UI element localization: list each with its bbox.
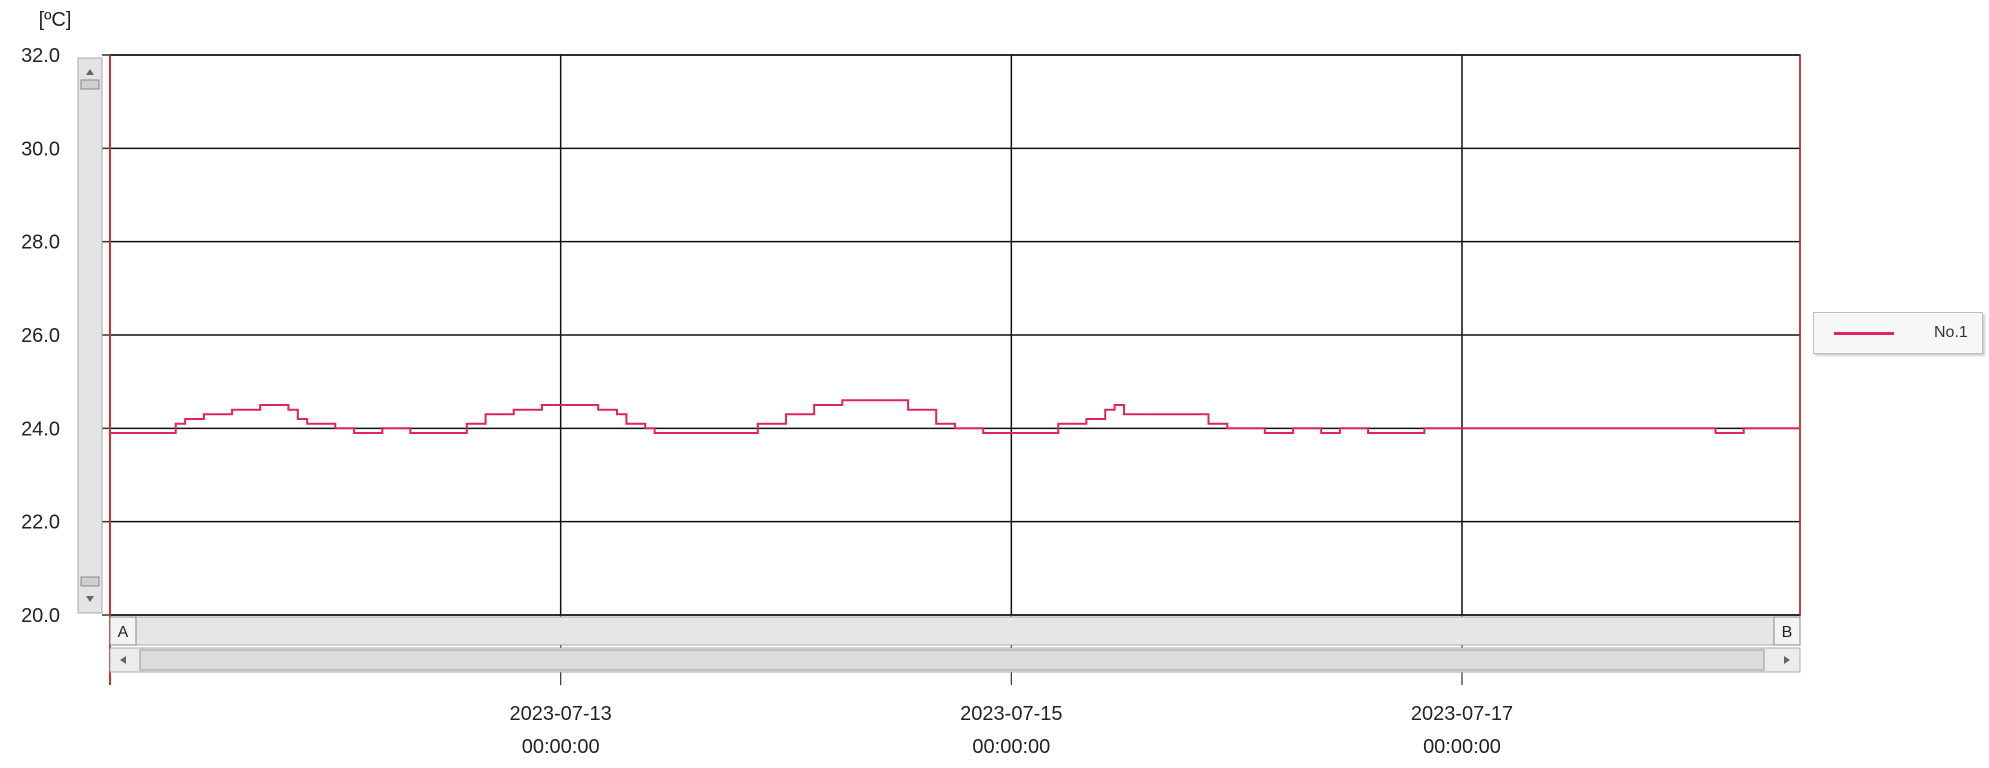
h-scroll-thumb bbox=[139, 649, 1765, 671]
legend: No.1 bbox=[1813, 312, 1983, 354]
scroll-down-icon bbox=[86, 596, 94, 602]
y-tick-label: 26.0 bbox=[21, 325, 60, 347]
legend-label-no-1: No.1 bbox=[1934, 324, 1968, 341]
x-tick-date: 2023-07-17 bbox=[1411, 703, 1513, 725]
x-tick-date: 2023-07-15 bbox=[960, 703, 1062, 725]
v-scroll-thumb-top bbox=[80, 79, 100, 90]
scroll-left-icon bbox=[120, 656, 126, 664]
scroll-right-icon bbox=[1784, 656, 1790, 664]
v-scroll-thumb-bottom bbox=[80, 576, 100, 587]
x-tick-time: 00:00:00 bbox=[522, 736, 600, 758]
y-tick-label: 22.0 bbox=[21, 512, 60, 534]
y-tick-label: 28.0 bbox=[21, 232, 60, 254]
y-tick-label: 24.0 bbox=[21, 418, 60, 440]
range-marker-a bbox=[109, 616, 137, 646]
x-tick-date: 2023-07-13 bbox=[510, 703, 612, 725]
range-bar bbox=[109, 616, 1801, 646]
y-unit-label: [ºC] bbox=[39, 9, 72, 31]
y-tick-label: 20.0 bbox=[21, 605, 60, 627]
range-marker-b-label: B bbox=[1782, 624, 1793, 641]
y-tick-label: 30.0 bbox=[21, 138, 60, 160]
range-marker-b bbox=[1773, 616, 1801, 646]
x-tick-time: 00:00:00 bbox=[972, 736, 1050, 758]
scroll-up-icon bbox=[86, 69, 94, 75]
series-line-no-1 bbox=[110, 399, 1800, 434]
legend-swatch-no-1 bbox=[1834, 331, 1894, 335]
y-tick-label: 32.0 bbox=[21, 45, 60, 67]
x-tick-time: 00:00:00 bbox=[1423, 736, 1501, 758]
v-scrollbar-track bbox=[77, 57, 103, 614]
range-marker-a-label: A bbox=[118, 624, 129, 641]
